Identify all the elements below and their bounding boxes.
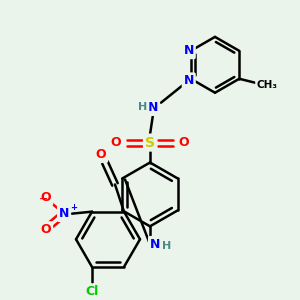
Text: −: − — [39, 194, 48, 204]
Text: H: H — [162, 241, 172, 251]
Text: S: S — [145, 136, 155, 150]
Text: O: O — [179, 136, 189, 149]
Text: N: N — [150, 238, 160, 251]
Text: N: N — [184, 44, 194, 57]
Text: O: O — [111, 136, 121, 149]
Text: +: + — [70, 203, 77, 212]
Text: N: N — [59, 207, 69, 220]
Text: N: N — [148, 101, 158, 114]
Text: Cl: Cl — [85, 285, 99, 298]
Text: CH₃: CH₃ — [257, 80, 278, 90]
Text: O: O — [96, 148, 106, 161]
Text: N: N — [184, 74, 194, 87]
Text: O: O — [41, 223, 51, 236]
Text: H: H — [138, 102, 148, 112]
Text: O: O — [41, 191, 51, 204]
